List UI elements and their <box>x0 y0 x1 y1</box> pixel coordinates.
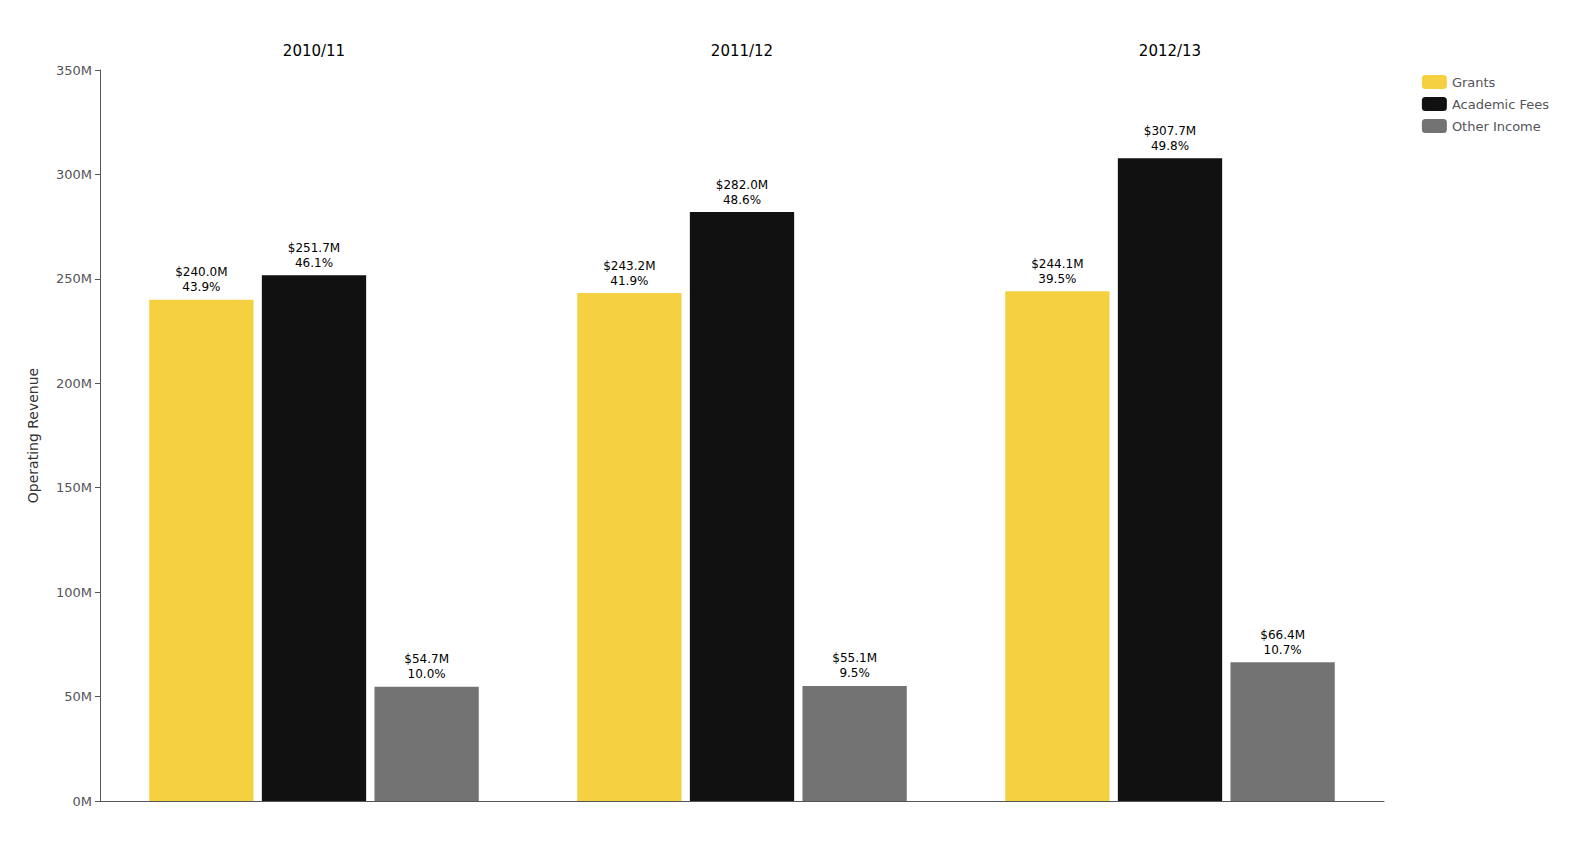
svg-text:$244.1M: $244.1M <box>1031 257 1083 271</box>
svg-text:41.9%: 41.9% <box>610 274 648 288</box>
svg-text:10.7%: 10.7% <box>1264 643 1302 657</box>
svg-text:300M: 300M <box>56 167 92 182</box>
svg-text:2011/12: 2011/12 <box>711 42 773 60</box>
svg-text:2012/13: 2012/13 <box>1139 42 1201 60</box>
svg-text:100M: 100M <box>56 585 92 600</box>
svg-text:10.0%: 10.0% <box>408 667 446 681</box>
svg-text:$66.4M: $66.4M <box>1260 628 1305 642</box>
svg-text:250M: 250M <box>56 271 92 286</box>
svg-text:Other Income: Other Income <box>1452 119 1541 134</box>
svg-text:43.9%: 43.9% <box>182 280 220 294</box>
svg-text:$243.2M: $243.2M <box>603 259 655 273</box>
svg-text:$251.7M: $251.7M <box>288 241 340 255</box>
svg-text:150M: 150M <box>56 480 92 495</box>
svg-text:$282.0M: $282.0M <box>716 178 768 192</box>
svg-text:Operating Revenue: Operating Revenue <box>25 368 41 503</box>
svg-text:39.5%: 39.5% <box>1038 272 1076 286</box>
svg-text:50M: 50M <box>64 689 92 704</box>
svg-text:0M: 0M <box>73 794 93 809</box>
svg-text:46.1%: 46.1% <box>295 256 333 270</box>
svg-text:9.5%: 9.5% <box>839 666 870 680</box>
svg-text:$307.7M: $307.7M <box>1144 124 1196 138</box>
svg-text:$54.7M: $54.7M <box>404 652 449 666</box>
svg-text:49.8%: 49.8% <box>1151 139 1189 153</box>
svg-text:200M: 200M <box>56 376 92 391</box>
svg-text:2010/11: 2010/11 <box>283 42 345 60</box>
svg-text:$55.1M: $55.1M <box>832 651 877 665</box>
svg-text:Grants: Grants <box>1452 75 1496 90</box>
svg-text:350M: 350M <box>56 63 92 78</box>
svg-text:48.6%: 48.6% <box>723 193 761 207</box>
svg-text:$240.0M: $240.0M <box>175 265 227 279</box>
svg-text:Academic Fees: Academic Fees <box>1452 97 1549 112</box>
